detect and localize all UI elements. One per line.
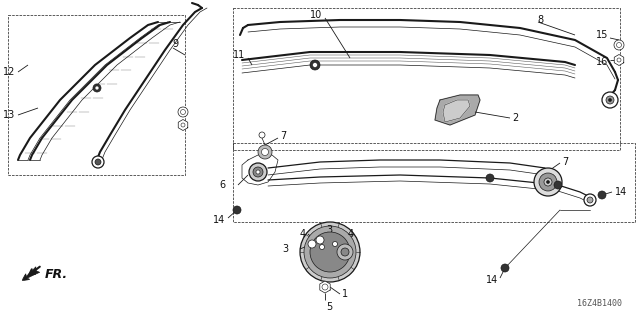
Circle shape: [249, 163, 267, 181]
Text: 14: 14: [212, 215, 225, 225]
Circle shape: [547, 180, 550, 183]
Text: 16Z4B1400: 16Z4B1400: [577, 299, 622, 308]
Text: 8: 8: [537, 15, 543, 25]
Text: 15: 15: [596, 30, 608, 40]
Circle shape: [554, 181, 562, 189]
Circle shape: [616, 43, 621, 47]
Text: 3: 3: [282, 244, 288, 254]
Text: 4: 4: [300, 229, 306, 239]
Circle shape: [308, 240, 316, 248]
Circle shape: [180, 109, 186, 115]
Text: 2: 2: [512, 113, 518, 123]
Circle shape: [93, 84, 101, 92]
Circle shape: [92, 156, 104, 168]
Circle shape: [609, 99, 611, 101]
Text: 11: 11: [233, 50, 245, 60]
Text: 14: 14: [615, 187, 627, 197]
Circle shape: [258, 145, 272, 159]
Text: FR.: FR.: [45, 268, 68, 282]
Circle shape: [300, 222, 360, 282]
Circle shape: [333, 242, 337, 246]
Polygon shape: [178, 119, 188, 131]
Circle shape: [316, 236, 324, 244]
Circle shape: [614, 40, 624, 50]
Circle shape: [259, 132, 265, 138]
Circle shape: [262, 148, 269, 156]
Circle shape: [337, 244, 353, 260]
Circle shape: [617, 58, 621, 62]
Circle shape: [319, 244, 324, 250]
Circle shape: [598, 191, 606, 199]
Text: 9: 9: [172, 39, 178, 49]
Circle shape: [233, 206, 241, 214]
Circle shape: [587, 197, 593, 203]
Circle shape: [95, 86, 99, 90]
Circle shape: [253, 167, 263, 177]
Circle shape: [602, 92, 618, 108]
Circle shape: [534, 168, 562, 196]
Circle shape: [95, 159, 101, 165]
Circle shape: [501, 264, 509, 272]
Text: 7: 7: [562, 157, 568, 167]
Polygon shape: [443, 100, 470, 122]
Circle shape: [341, 248, 349, 256]
Text: 4: 4: [348, 229, 354, 239]
Polygon shape: [435, 95, 480, 125]
Circle shape: [310, 60, 320, 70]
Circle shape: [539, 173, 557, 191]
Polygon shape: [320, 281, 330, 293]
Circle shape: [606, 96, 614, 104]
Circle shape: [312, 62, 317, 68]
Text: 5: 5: [326, 302, 332, 312]
Text: 12: 12: [3, 67, 15, 77]
Circle shape: [256, 170, 260, 174]
Text: 14: 14: [486, 275, 498, 285]
Circle shape: [310, 232, 350, 272]
Text: 7: 7: [280, 131, 286, 141]
Circle shape: [304, 226, 356, 278]
Circle shape: [322, 284, 328, 290]
Circle shape: [178, 107, 188, 117]
Circle shape: [584, 194, 596, 206]
Text: 16: 16: [596, 57, 608, 67]
Text: 3: 3: [326, 225, 332, 235]
Text: 1: 1: [342, 289, 348, 299]
Polygon shape: [614, 54, 624, 66]
Circle shape: [486, 174, 494, 182]
Circle shape: [544, 178, 552, 186]
Circle shape: [181, 123, 185, 127]
Text: 10: 10: [310, 10, 322, 20]
Text: 13: 13: [3, 110, 15, 120]
Text: 6: 6: [219, 180, 225, 190]
